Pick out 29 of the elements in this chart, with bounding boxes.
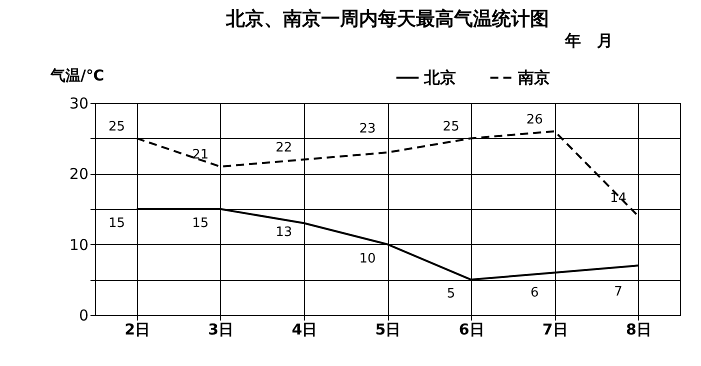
text: 年 月 (564, 31, 613, 50)
data-label: 23 (359, 121, 376, 136)
x-tick-label: 4日 (292, 320, 318, 338)
legend-label: 北京 (423, 68, 456, 87)
data-label: 25 (108, 119, 126, 134)
chart-title: 北京、南京一周内每天最高气温统计图 (225, 8, 549, 30)
data-label: 10 (359, 251, 376, 266)
y-tick-label: 10 (69, 236, 88, 254)
x-tick-label: 2日 (124, 320, 150, 338)
data-label: 25 (442, 119, 460, 134)
x-tick-label: 8日 (626, 320, 652, 338)
y-tick-label: 0 (78, 306, 88, 324)
x-tick-label: 3日 (208, 320, 234, 338)
x-tick-label: 5日 (375, 320, 401, 338)
legend-label: 南京 (517, 68, 550, 87)
data-label: 15 (108, 216, 126, 231)
x-tick-label: 6日 (458, 320, 484, 338)
data-label: 5 (446, 286, 456, 302)
data-label: 21 (192, 148, 209, 163)
data-label: 26 (526, 112, 543, 128)
y-tick-label: 20 (69, 165, 88, 184)
data-label: 15 (192, 216, 209, 231)
data-label: 6 (530, 286, 539, 301)
x-tick-label: 7日 (542, 320, 568, 338)
y-axis-title: 气温/℃ (50, 66, 104, 84)
data-label: 7 (614, 284, 622, 300)
data-label: 13 (276, 225, 292, 240)
y-tick-label: 30 (69, 94, 88, 112)
data-label: 22 (276, 140, 292, 156)
